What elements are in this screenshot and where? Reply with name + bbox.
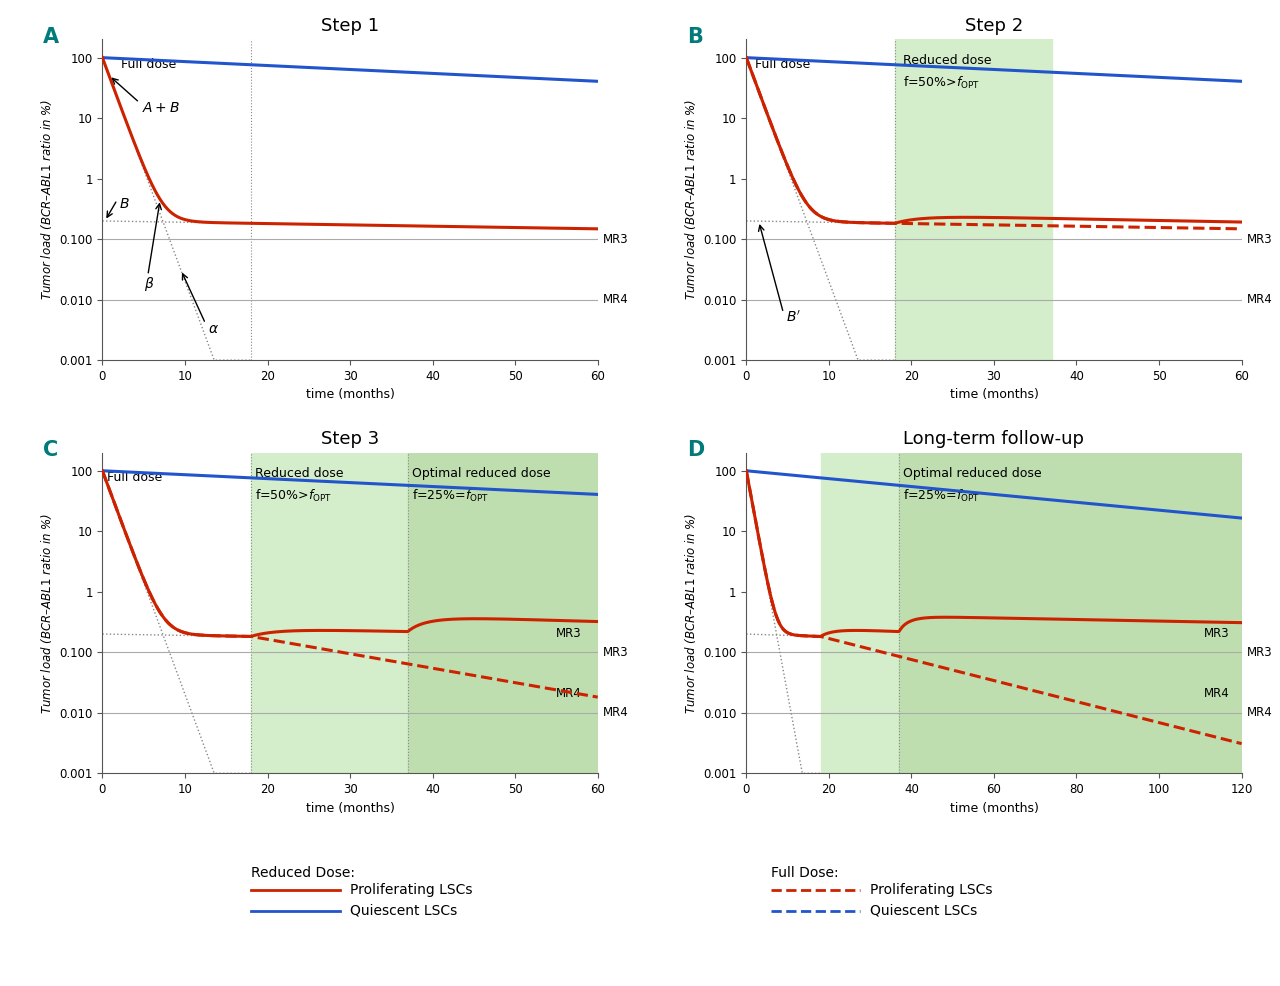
Text: Quiescent LSCs: Quiescent LSCs <box>870 904 978 918</box>
Text: f=25%=$f_{\rm OPT}$: f=25%=$f_{\rm OPT}$ <box>412 488 489 504</box>
Text: $B'$: $B'$ <box>786 311 801 325</box>
Text: Full dose: Full dose <box>106 470 161 484</box>
Title: Long-term follow-up: Long-term follow-up <box>904 430 1084 449</box>
Text: Reduced dose: Reduced dose <box>255 467 343 480</box>
Text: Full dose: Full dose <box>754 58 810 71</box>
Text: MR3: MR3 <box>556 627 581 640</box>
Text: Full Dose:: Full Dose: <box>771 866 838 880</box>
Y-axis label: Tumor load ($BCR$–$ABL1$ ratio in %): Tumor load ($BCR$–$ABL1$ ratio in %) <box>682 100 698 301</box>
Text: Optimal reduced dose: Optimal reduced dose <box>904 467 1042 480</box>
Bar <box>895 39 1052 360</box>
Text: MR3: MR3 <box>603 233 628 246</box>
X-axis label: time (months): time (months) <box>306 802 394 814</box>
Text: MR3: MR3 <box>1203 627 1229 640</box>
Text: C: C <box>44 440 58 459</box>
Y-axis label: Tumor load ($BCR$–$ABL1$ ratio in %): Tumor load ($BCR$–$ABL1$ ratio in %) <box>38 513 54 714</box>
Y-axis label: Tumor load ($BCR$–$ABL1$ ratio in %): Tumor load ($BCR$–$ABL1$ ratio in %) <box>682 513 698 714</box>
Title: Step 3: Step 3 <box>321 430 379 449</box>
Text: MR3: MR3 <box>1247 646 1272 659</box>
Text: Proliferating LSCs: Proliferating LSCs <box>349 883 472 897</box>
Text: Full dose: Full dose <box>120 58 175 71</box>
Text: $B$: $B$ <box>119 197 129 211</box>
Title: Step 2: Step 2 <box>965 17 1023 35</box>
Title: Step 1: Step 1 <box>321 17 379 35</box>
Text: Optimal reduced dose: Optimal reduced dose <box>412 467 550 480</box>
Text: A: A <box>44 27 59 46</box>
Text: Quiescent LSCs: Quiescent LSCs <box>349 904 457 918</box>
Text: $A + B$: $A + B$ <box>142 101 180 114</box>
X-axis label: time (months): time (months) <box>950 802 1038 814</box>
Bar <box>820 453 899 773</box>
Text: MR4: MR4 <box>1203 687 1229 700</box>
Text: Reduced Dose:: Reduced Dose: <box>251 866 355 880</box>
Text: Proliferating LSCs: Proliferating LSCs <box>870 883 992 897</box>
Text: MR4: MR4 <box>556 687 581 700</box>
Text: $\alpha$: $\alpha$ <box>209 321 219 336</box>
X-axis label: time (months): time (months) <box>306 388 394 401</box>
Text: f=25%=$f_{\rm OPT}$: f=25%=$f_{\rm OPT}$ <box>904 488 980 504</box>
Text: MR3: MR3 <box>603 646 628 659</box>
Text: B: B <box>687 27 703 46</box>
Y-axis label: Tumor load ($BCR$–$ABL1$ ratio in %): Tumor load ($BCR$–$ABL1$ ratio in %) <box>38 100 54 301</box>
Bar <box>251 453 408 773</box>
Text: MR4: MR4 <box>603 706 628 719</box>
Text: f=50%>$f_{\rm OPT}$: f=50%>$f_{\rm OPT}$ <box>255 488 332 504</box>
Text: D: D <box>687 440 704 459</box>
Bar <box>408 453 598 773</box>
Text: MR4: MR4 <box>1247 293 1272 307</box>
Text: MR3: MR3 <box>1247 233 1272 246</box>
Bar <box>899 453 1242 773</box>
Text: MR4: MR4 <box>603 293 628 307</box>
Text: Reduced dose: Reduced dose <box>904 54 992 67</box>
Text: MR4: MR4 <box>1247 706 1272 719</box>
Text: f=50%>$f_{\rm OPT}$: f=50%>$f_{\rm OPT}$ <box>904 75 980 91</box>
X-axis label: time (months): time (months) <box>950 388 1038 401</box>
Text: $\beta$: $\beta$ <box>143 275 154 293</box>
